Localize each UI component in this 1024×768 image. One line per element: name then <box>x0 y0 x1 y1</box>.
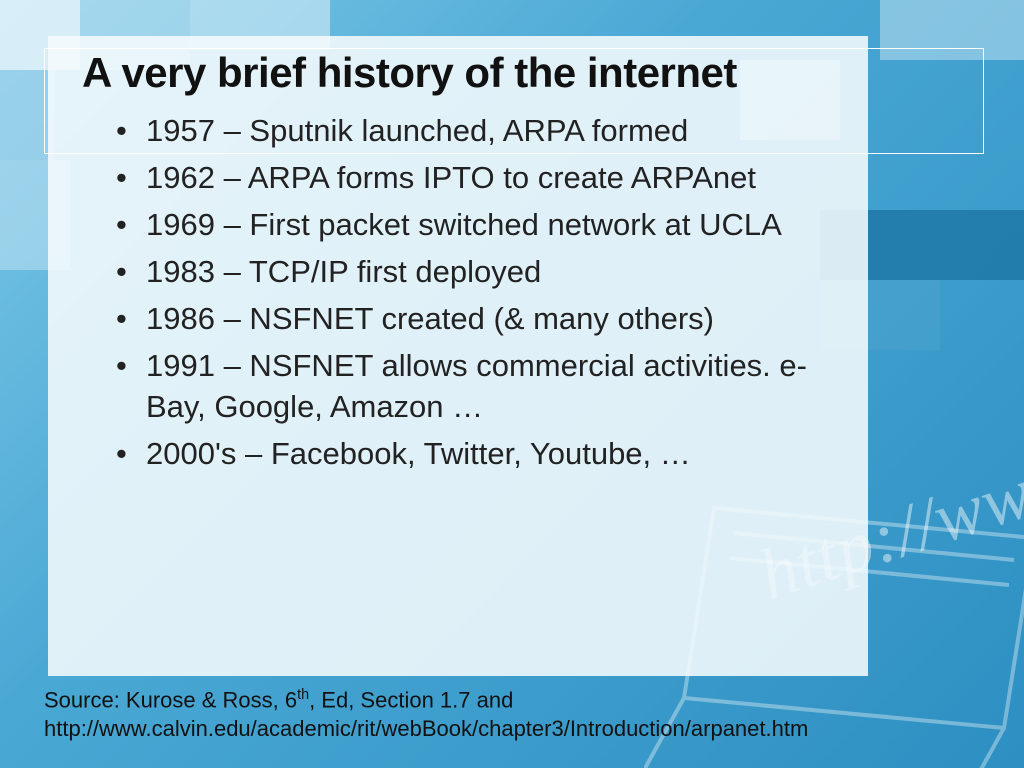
source-line1-suffix: , Ed, Section 1.7 and <box>309 688 513 713</box>
source-line1-prefix: Source: Kurose & Ross, 6 <box>44 688 297 713</box>
bg-tile <box>880 0 1024 60</box>
bullet-item: 1986 – NSFNET created (& many others) <box>116 299 838 340</box>
bg-tile <box>0 70 55 160</box>
slide: http://www A very brief history of the i… <box>0 0 1024 768</box>
bullet-item: 1969 – First packet switched network at … <box>116 205 838 246</box>
bullet-item: 1983 – TCP/IP first deployed <box>116 252 838 293</box>
bullet-item: 1962 – ARPA forms IPTO to create ARPAnet <box>116 158 838 199</box>
bullet-item: 1991 – NSFNET allows commercial activiti… <box>116 346 838 428</box>
bullet-item: 1957 – Sputnik launched, ARPA formed <box>116 111 838 152</box>
bullet-list: 1957 – Sputnik launched, ARPA formed 196… <box>48 111 868 474</box>
slide-title: A very brief history of the internet <box>48 46 868 111</box>
source-line2: http://www.calvin.edu/academic/rit/webBo… <box>44 716 808 741</box>
source-citation: Source: Kurose & Ross, 6th, Ed, Section … <box>44 686 984 744</box>
content-panel: A very brief history of the internet 195… <box>48 36 868 676</box>
source-line1-sup: th <box>297 687 309 703</box>
bullet-item: 2000's – Facebook, Twitter, Youtube, … <box>116 434 838 475</box>
